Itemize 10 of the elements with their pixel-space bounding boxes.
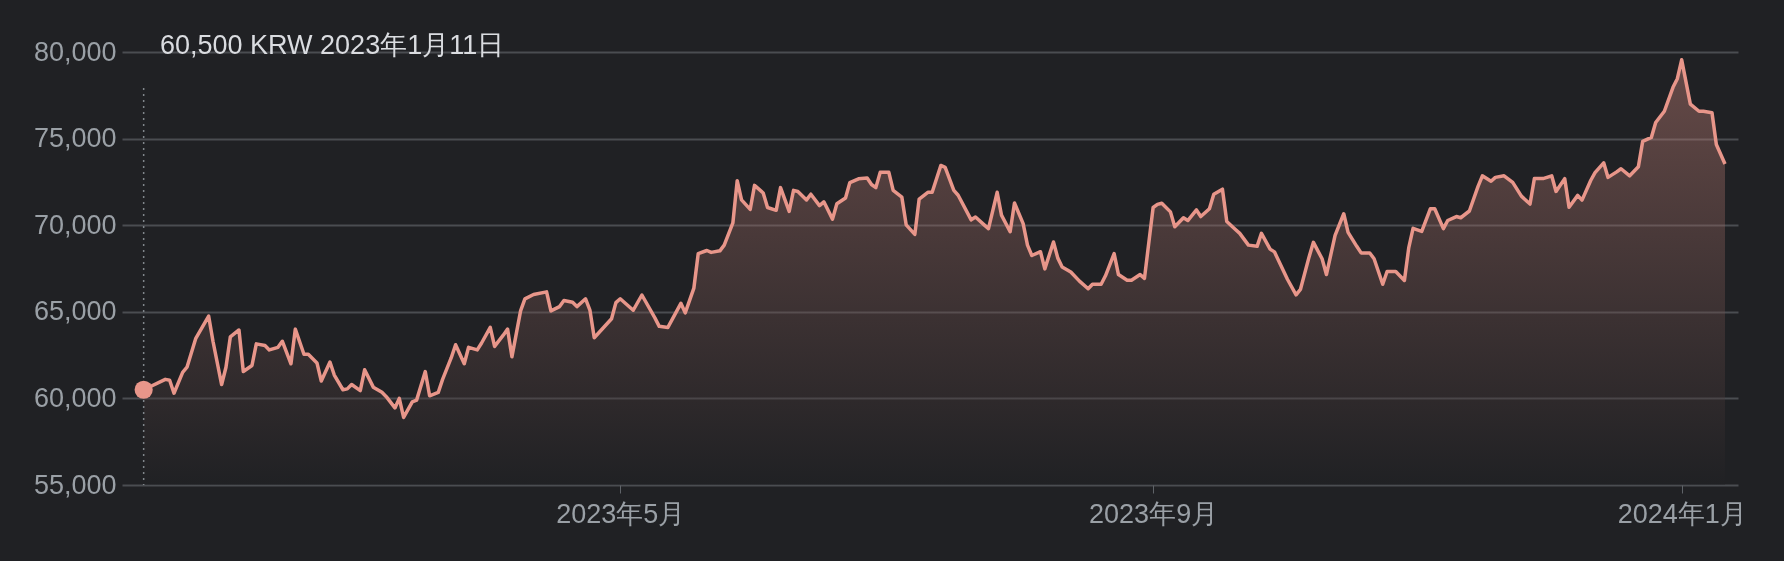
annotation: 60,500 KRW 2023年1月11日 (160, 30, 505, 60)
x-tick-label: 2023年9月 (1089, 498, 1219, 529)
x-tick-label: 2023年5月 (556, 498, 686, 529)
y-tick-label: 65,000 (33, 296, 117, 327)
y-tick-label: 70,000 (33, 209, 117, 240)
y-tick-label: 75,000 (33, 123, 117, 154)
y-tick-label: 55,000 (33, 469, 117, 500)
x-tick-label: 2024年1月 (1617, 498, 1747, 529)
y-tick-label: 80,000 (33, 36, 117, 67)
y-tick-label: 60,000 (33, 382, 117, 413)
